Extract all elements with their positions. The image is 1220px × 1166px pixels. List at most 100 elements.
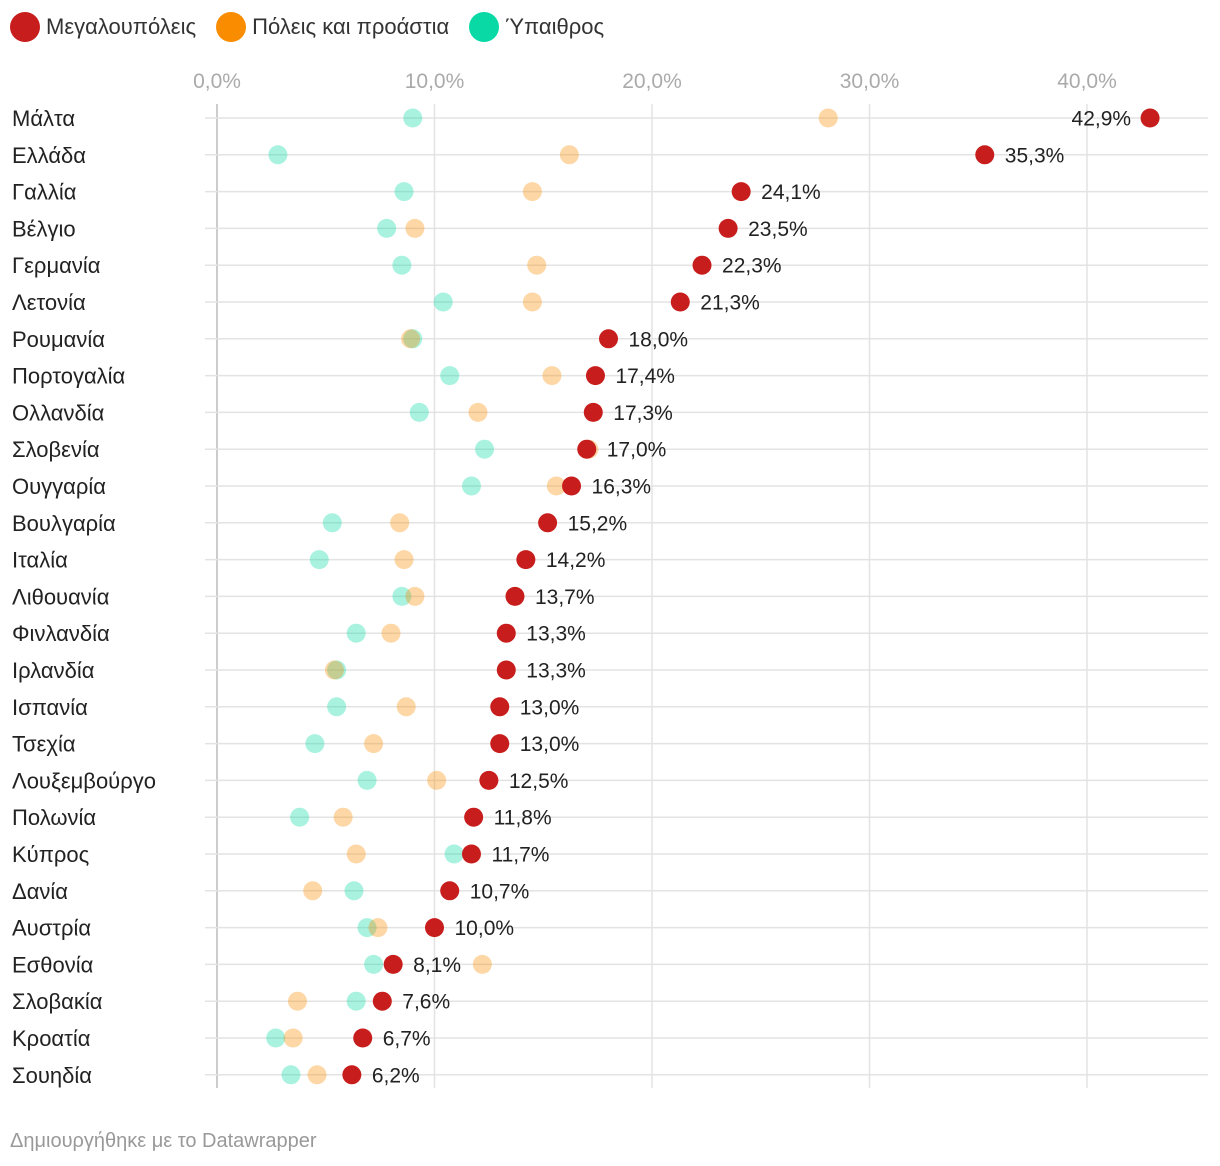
country-label: Ιρλανδία: [12, 658, 95, 683]
dot-metro: [731, 182, 751, 202]
country-label: Λιθουανία: [12, 584, 110, 609]
value-label-metro: 16,3%: [592, 476, 652, 499]
legend-item-rural[interactable]: Ύπαιθρος: [469, 12, 604, 42]
country-label: Ρουμανία: [12, 327, 105, 352]
value-label-metro: 42,9%: [1072, 108, 1132, 131]
dot-towns: [390, 513, 410, 533]
value-label-metro: 7,6%: [402, 991, 450, 1014]
country-label: Εσθονία: [12, 952, 94, 977]
dot-rural: [327, 697, 347, 717]
dot-rural: [327, 660, 347, 680]
value-label-metro: 15,2%: [568, 512, 628, 535]
dot-towns: [401, 329, 421, 349]
country-label: Δανία: [12, 879, 68, 904]
country-label: Λετονία: [12, 290, 86, 315]
dot-rural: [433, 292, 453, 312]
dot-towns: [364, 734, 384, 754]
dot-towns: [287, 991, 307, 1011]
dot-metro: [496, 660, 516, 680]
country-label: Ελλάδα: [12, 143, 86, 168]
dot-metro: [577, 439, 597, 459]
legend-swatch-towns: [216, 12, 247, 42]
dot-metro: [599, 329, 618, 349]
dot-towns: [346, 844, 366, 864]
dot-rural: [364, 954, 384, 974]
dot-towns: [396, 697, 416, 717]
value-label-metro: 24,1%: [761, 181, 821, 204]
dot-rural: [440, 366, 460, 386]
dot-towns: [368, 918, 388, 938]
country-label: Αυστρία: [12, 916, 91, 941]
legend-label-rural: Ύπαιθρος: [505, 14, 605, 39]
dot-metro: [562, 476, 582, 496]
value-label-metro: 18,0%: [629, 328, 689, 351]
dot-metro: [538, 513, 558, 533]
dot-metro: [440, 881, 460, 901]
dot-rural: [394, 182, 414, 202]
dot-rural: [346, 623, 366, 643]
dot-rural: [377, 218, 397, 238]
dot-metro: [383, 954, 403, 974]
country-label: Ιταλία: [12, 548, 68, 573]
legend-item-towns[interactable]: Πόλεις και προάστια: [216, 12, 449, 42]
dot-towns: [303, 881, 323, 901]
value-label-metro: 22,3%: [722, 255, 782, 278]
value-label-metro: 21,3%: [700, 292, 760, 315]
legend-label-metro: Μεγαλουπόλεις: [46, 14, 197, 39]
dot-towns: [522, 182, 542, 202]
country-label: Κύπρος: [12, 842, 89, 867]
x-tick-label: 30,0%: [840, 70, 900, 93]
value-label-metro: 10,0%: [455, 917, 515, 940]
legend-label-towns: Πόλεις και προάστια: [252, 14, 450, 39]
value-label-metro: 35,3%: [1005, 144, 1065, 167]
country-label: Σλοβενία: [12, 437, 100, 462]
dot-rural: [268, 145, 288, 165]
country-label: Φινλανδία: [12, 621, 110, 646]
value-label-metro: 13,0%: [520, 733, 580, 756]
x-tick-label: 0,0%: [193, 70, 241, 93]
dot-rural: [305, 734, 325, 754]
country-label: Βουλγαρία: [12, 511, 116, 536]
country-label: Γερμανία: [12, 253, 101, 278]
dot-towns: [522, 292, 542, 312]
country-label: Σλοβακία: [12, 989, 103, 1014]
dot-rural: [475, 439, 495, 459]
dot-metro: [490, 734, 510, 754]
dot-metro: [585, 366, 605, 386]
dot-towns: [324, 660, 344, 680]
footer-credit[interactable]: Δημιουργήθηκε με το Datawrapper: [10, 1130, 317, 1152]
value-label-metro: 17,0%: [607, 439, 667, 462]
value-label-metro: 23,5%: [748, 218, 808, 241]
dot-metro: [670, 292, 690, 312]
dot-rural: [344, 881, 364, 901]
dot-metro: [692, 255, 712, 275]
dot-towns: [405, 586, 425, 606]
dot-towns: [283, 1028, 303, 1048]
country-label: Ισπανία: [12, 695, 88, 720]
dot-metro: [342, 1065, 362, 1085]
value-label-metro: 12,5%: [509, 770, 569, 793]
country-label: Λουξεμβούργο: [12, 768, 156, 793]
value-label-metro: 13,3%: [526, 660, 586, 683]
value-label-metro: 11,8%: [494, 807, 552, 830]
legend-item-metro[interactable]: Μεγαλουπόλεις: [10, 12, 196, 42]
dot-towns: [381, 623, 401, 643]
x-tick-label: 40,0%: [1057, 70, 1117, 93]
value-label-metro: 10,7%: [470, 880, 530, 903]
dot-towns: [542, 366, 562, 386]
country-label: Σουηδία: [12, 1063, 92, 1088]
value-label-metro: 8,1%: [413, 954, 461, 977]
dot-towns: [333, 807, 353, 827]
dot-metro: [496, 623, 516, 643]
dot-rural: [409, 402, 429, 422]
dot-rural: [444, 844, 464, 864]
dot-rural: [281, 1065, 301, 1085]
x-tick-label: 20,0%: [622, 70, 682, 93]
dot-rural: [290, 807, 310, 827]
dot-towns: [546, 476, 566, 496]
country-label: Ουγγαρία: [12, 474, 106, 499]
dot-rural: [357, 770, 377, 790]
dot-rural: [266, 1028, 286, 1048]
dot-metro: [583, 402, 603, 422]
dot-metro: [479, 770, 499, 790]
